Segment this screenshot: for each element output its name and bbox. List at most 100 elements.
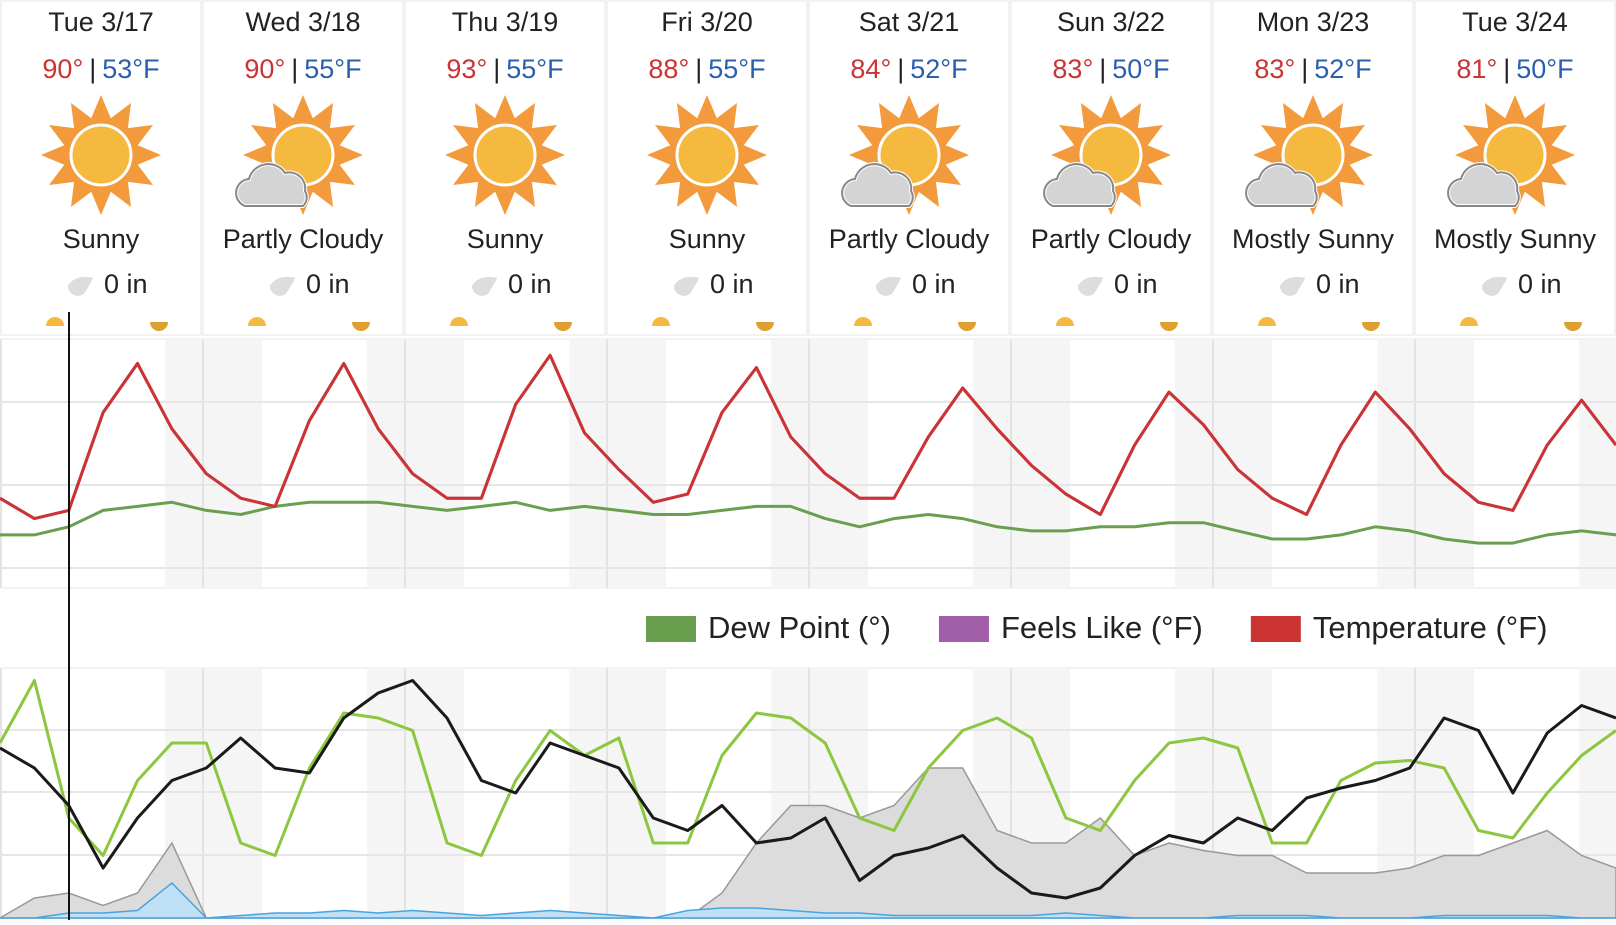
legend-label: Dew Point (°): [708, 610, 891, 645]
raindrop-icon: [269, 276, 296, 296]
series-line: [0, 500, 1616, 545]
sun-core: [473, 123, 537, 187]
separator: |: [695, 54, 702, 84]
sunset-dot: [958, 322, 976, 331]
sunset-dot: [352, 322, 370, 331]
day-condition: Partly Cloudy: [1031, 224, 1192, 254]
sunrise-dot: [450, 317, 468, 326]
low-temp: 53°F: [102, 54, 159, 84]
raindrop-icon: [67, 276, 94, 296]
night-band: [367, 339, 464, 588]
legend-swatch: [646, 616, 696, 642]
day-condition: Sunny: [669, 224, 746, 254]
series-line: [0, 353, 1616, 521]
day-date: Mon 3/23: [1257, 7, 1370, 37]
day-precip: 0 in: [912, 269, 956, 299]
low-temp: 55°F: [304, 54, 361, 84]
raindrop-icon: [1279, 276, 1306, 296]
raindrop-icon: [673, 276, 700, 296]
day-date: Sun 3/22: [1057, 7, 1165, 37]
night-band: [1579, 339, 1616, 588]
sunrise-dot: [854, 317, 872, 326]
day-condition: Partly Cloudy: [223, 224, 384, 254]
cloud-outline: [1043, 163, 1116, 207]
cloud-icon: [234, 162, 309, 208]
high-temp: 90°: [42, 54, 83, 84]
high-temp: 83°: [1254, 54, 1295, 84]
high-temp: 90°: [244, 54, 285, 84]
separator: |: [89, 54, 96, 84]
sun-core: [69, 123, 133, 187]
day-precip: 0 in: [1518, 269, 1562, 299]
low-temp: 55°F: [506, 54, 563, 84]
sunrise-dot: [1258, 317, 1276, 326]
day-temps: 93° | 55°F: [446, 54, 563, 84]
day-date: Wed 3/18: [245, 7, 360, 37]
series-line: [0, 679, 1616, 857]
separator: |: [1301, 54, 1308, 84]
high-temp: 88°: [648, 54, 689, 84]
day-date: Fri 3/20: [661, 7, 753, 37]
sunset-dot: [1362, 322, 1380, 331]
day-condition: Sunny: [467, 224, 544, 254]
day-temps: 88° | 55°F: [648, 54, 765, 84]
cloud-outline: [1447, 163, 1520, 207]
day-date: Sat 3/21: [859, 7, 960, 37]
legend-label: Temperature (°F): [1313, 610, 1548, 645]
day-condition: Sunny: [63, 224, 140, 254]
high-temp: 93°: [446, 54, 487, 84]
series-line: [0, 679, 1616, 900]
day-date: Thu 3/19: [452, 7, 559, 37]
day-precip: 0 in: [710, 269, 754, 299]
raindrop-icon: [1481, 276, 1508, 296]
day-temps: 83° | 52°F: [1254, 54, 1371, 84]
legend-swatch: [938, 616, 989, 642]
high-temp: 81°: [1456, 54, 1497, 84]
night-band: [165, 339, 262, 588]
day-date: Tue 3/17: [48, 7, 154, 37]
day-temps: 83° | 50°F: [1052, 54, 1169, 84]
high-temp: 84°: [850, 54, 891, 84]
legend-label: Feels Like (°F): [1001, 610, 1203, 645]
day-temps: 90° | 53°F: [42, 54, 159, 84]
cloud-icon: [1042, 162, 1117, 208]
sunset-dot: [1564, 322, 1582, 331]
sunset-dot: [554, 322, 572, 331]
day-temps: 81° | 50°F: [1456, 54, 1573, 84]
low-temp: 50°F: [1112, 54, 1169, 84]
separator: |: [291, 54, 298, 84]
cloud-icon: [1244, 162, 1319, 208]
low-temp: 50°F: [1516, 54, 1573, 84]
low-temp: 52°F: [1314, 54, 1371, 84]
day-precip: 0 in: [104, 269, 148, 299]
legend-swatch: [1250, 616, 1301, 642]
day-precip: 0 in: [508, 269, 552, 299]
day-temps: 90° | 55°F: [244, 54, 361, 84]
day-precip: 0 in: [1316, 269, 1360, 299]
sunrise-dot: [46, 317, 64, 326]
high-temp: 83°: [1052, 54, 1093, 84]
sunrise-dot: [1460, 317, 1478, 326]
sun-core: [675, 123, 739, 187]
day-date: Tue 3/24: [1462, 7, 1568, 37]
low-temp: 55°F: [708, 54, 765, 84]
day-condition: Mostly Sunny: [1434, 224, 1597, 254]
night-band: [1377, 339, 1474, 588]
separator: |: [1503, 54, 1510, 84]
raindrop-icon: [875, 276, 902, 296]
day-condition: Partly Cloudy: [829, 224, 990, 254]
raindrop-icon: [1077, 276, 1104, 296]
separator: |: [1099, 54, 1106, 84]
sunrise-dot: [248, 317, 266, 326]
day-precip: 0 in: [1114, 269, 1158, 299]
low-temp: 52°F: [910, 54, 967, 84]
separator: |: [897, 54, 904, 84]
sunset-dot: [150, 322, 168, 331]
day-temps: 84° | 52°F: [850, 54, 967, 84]
sunset-dot: [756, 322, 774, 331]
raindrop-icon: [471, 276, 498, 296]
separator: |: [493, 54, 500, 84]
sunrise-dot: [652, 317, 670, 326]
cloud-icon: [840, 162, 915, 208]
